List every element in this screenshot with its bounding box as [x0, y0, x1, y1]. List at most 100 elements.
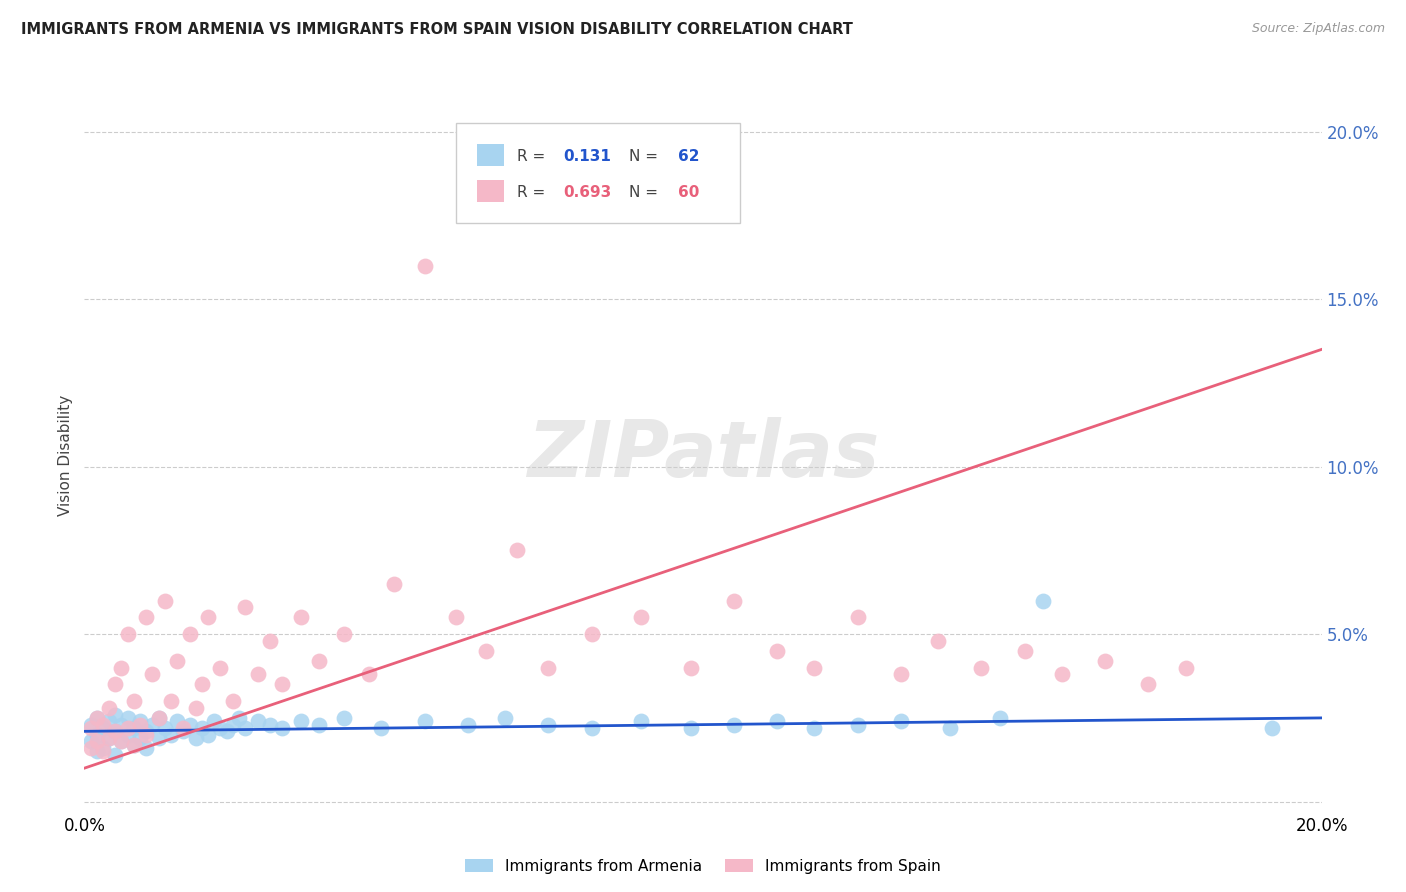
- Point: [129, 714, 152, 729]
- Point: [117, 711, 139, 725]
- Point: [104, 724, 127, 739]
- Point: [86, 711, 108, 725]
- Point: [86, 728, 108, 742]
- Point: [581, 627, 603, 641]
- Point: [803, 660, 825, 674]
- Point: [122, 694, 145, 708]
- Text: 0.131: 0.131: [564, 149, 612, 164]
- Point: [1094, 654, 1116, 668]
- Point: [1050, 667, 1073, 681]
- Point: [506, 543, 529, 558]
- Point: [172, 721, 194, 735]
- Point: [723, 593, 745, 607]
- Point: [475, 644, 498, 658]
- Point: [117, 728, 139, 742]
- Point: [86, 711, 108, 725]
- Point: [259, 717, 281, 731]
- Point: [166, 714, 188, 729]
- Point: [160, 728, 183, 742]
- Point: [803, 721, 825, 735]
- Text: 0.693: 0.693: [564, 185, 612, 200]
- Point: [86, 744, 108, 758]
- Point: [1014, 644, 1036, 658]
- Point: [148, 711, 170, 725]
- Point: [104, 707, 127, 722]
- Point: [79, 741, 101, 756]
- Point: [259, 633, 281, 648]
- Point: [141, 667, 163, 681]
- Point: [122, 721, 145, 735]
- Point: [104, 747, 127, 762]
- Point: [308, 717, 330, 731]
- Point: [110, 717, 132, 731]
- FancyBboxPatch shape: [477, 145, 505, 166]
- Point: [110, 734, 132, 748]
- Point: [172, 724, 194, 739]
- Point: [179, 717, 201, 731]
- Point: [197, 610, 219, 624]
- Point: [1137, 677, 1160, 691]
- Point: [79, 734, 101, 748]
- Text: IMMIGRANTS FROM ARMENIA VS IMMIGRANTS FROM SPAIN VISION DISABILITY CORRELATION C: IMMIGRANTS FROM ARMENIA VS IMMIGRANTS FR…: [21, 22, 853, 37]
- Point: [581, 721, 603, 735]
- Text: R =: R =: [517, 185, 551, 200]
- Point: [79, 721, 101, 735]
- Point: [228, 711, 250, 725]
- Point: [457, 717, 479, 731]
- Point: [122, 738, 145, 752]
- Point: [98, 731, 121, 745]
- Point: [184, 731, 207, 745]
- Point: [1032, 593, 1054, 607]
- Text: Source: ZipAtlas.com: Source: ZipAtlas.com: [1251, 22, 1385, 36]
- Point: [444, 610, 467, 624]
- Point: [537, 660, 560, 674]
- Point: [202, 714, 225, 729]
- Point: [630, 714, 652, 729]
- Point: [271, 721, 294, 735]
- Point: [141, 717, 163, 731]
- Point: [382, 577, 405, 591]
- Point: [846, 610, 869, 624]
- Point: [79, 717, 101, 731]
- Point: [98, 701, 121, 715]
- Point: [537, 717, 560, 731]
- Point: [209, 660, 232, 674]
- Point: [766, 714, 789, 729]
- Point: [246, 667, 269, 681]
- Point: [1261, 721, 1284, 735]
- Point: [135, 610, 157, 624]
- Point: [184, 701, 207, 715]
- Point: [357, 667, 380, 681]
- Point: [413, 259, 436, 273]
- Point: [135, 741, 157, 756]
- Point: [135, 728, 157, 742]
- Y-axis label: Vision Disability: Vision Disability: [58, 394, 73, 516]
- Point: [222, 694, 245, 708]
- Point: [233, 721, 256, 735]
- Point: [122, 738, 145, 752]
- FancyBboxPatch shape: [477, 180, 505, 202]
- Point: [927, 633, 949, 648]
- Point: [679, 660, 702, 674]
- Point: [148, 711, 170, 725]
- Point: [766, 644, 789, 658]
- Point: [104, 724, 127, 739]
- Point: [233, 600, 256, 615]
- Text: N =: N =: [628, 149, 662, 164]
- Point: [988, 711, 1011, 725]
- Legend: Immigrants from Armenia, Immigrants from Spain: Immigrants from Armenia, Immigrants from…: [460, 853, 946, 880]
- Point: [104, 677, 127, 691]
- Point: [333, 627, 356, 641]
- Point: [246, 714, 269, 729]
- Point: [135, 724, 157, 739]
- Point: [890, 667, 912, 681]
- Point: [370, 721, 392, 735]
- Point: [117, 721, 139, 735]
- Text: ZIPatlas: ZIPatlas: [527, 417, 879, 493]
- Point: [110, 660, 132, 674]
- Point: [191, 677, 214, 691]
- Text: 62: 62: [678, 149, 700, 164]
- Point: [215, 724, 238, 739]
- Point: [290, 610, 312, 624]
- Point: [890, 714, 912, 729]
